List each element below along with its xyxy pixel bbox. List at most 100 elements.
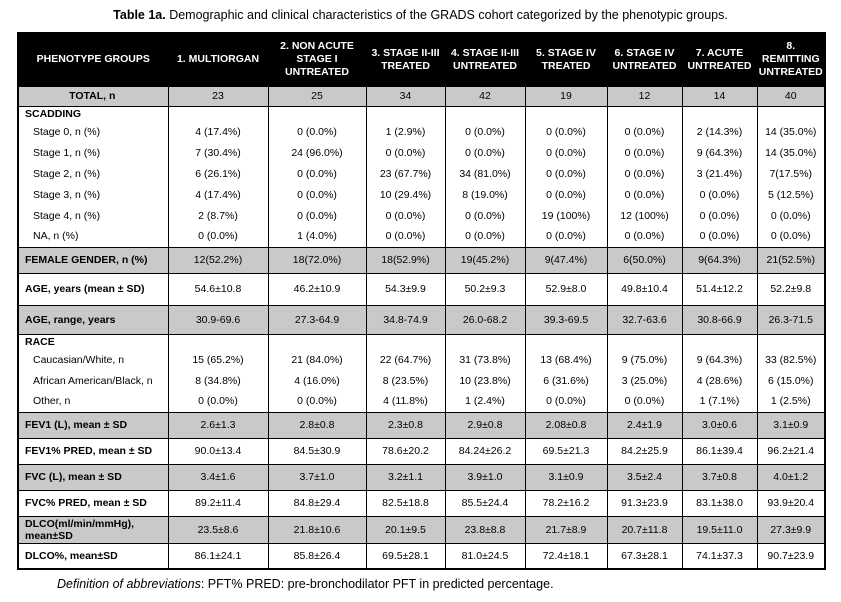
table-cell: 9(64.3%) [681, 246, 758, 274]
table-cell: 26.3-71.5 [756, 304, 826, 335]
table-cell: 69.5±28.1 [365, 542, 446, 570]
table-cell: 0 (0.0%) [267, 121, 367, 142]
table-cell: 6 (26.1%) [167, 163, 269, 184]
table-row: Stage 4, n (%) 2 (8.7%) 0 (0.0%) 0 (0.0%) 0 … [17, 205, 826, 226]
table-cell: 7 (30.4%) [167, 142, 269, 163]
header-group-7: 7. ACUTE UNTREATED [681, 32, 758, 87]
table-cell: 84.2±25.9 [606, 437, 683, 465]
table-row: TOTAL, n 23 25 34 42 19 12 14 40 [17, 85, 826, 107]
table-row: FEV1 (L), mean ± SD 2.6±1.3 2.8±0.8 2.3±0.8… [17, 411, 826, 439]
header-group-8: 8. REMITTING UNTREATED [756, 32, 826, 87]
table-cell: 91.3±23.9 [606, 489, 683, 517]
table-cell: 3 (21.4%) [681, 163, 758, 184]
row-label: NA, n (%) [17, 226, 169, 247]
table-cell: 21 (84.0%) [267, 349, 367, 370]
header-group-4: 4. STAGE II-III UNTREATED [444, 32, 526, 87]
table-cell: 19 (100%) [524, 205, 608, 226]
table-cell: 14 (35.0%) [756, 142, 826, 163]
table-cell: 27.3±9.9 [756, 515, 826, 544]
table-cell: 27.3-64.9 [267, 304, 367, 335]
row-label: Stage 3, n (%) [17, 184, 169, 205]
table-cell [444, 333, 526, 349]
table-cell: 0 (0.0%) [524, 391, 608, 412]
header-group-3: 3. STAGE II-III TREATED [365, 32, 446, 87]
table-cell: 82.5±18.8 [365, 489, 446, 517]
table-cell: 30.9-69.6 [167, 304, 269, 335]
table-cell: 2 (8.7%) [167, 205, 269, 226]
table-cell: 81.0±24.5 [444, 542, 526, 570]
table-cell: 50.2±9.3 [444, 272, 526, 306]
table-cell: 1 (4.0%) [267, 226, 367, 247]
table-cell [167, 105, 269, 121]
table-caption-number: Table 1a. [113, 8, 166, 22]
table-cell: 54.3±9.9 [365, 272, 446, 306]
table-cell: 4 (16.0%) [267, 370, 367, 391]
row-label: FEMALE GENDER, n (%) [17, 246, 169, 274]
table-cell: 67.3±28.1 [606, 542, 683, 570]
table-cell: 34 [365, 85, 446, 107]
table-cell: 34 (81.0%) [444, 163, 526, 184]
table-cell: 15 (65.2%) [167, 349, 269, 370]
table-cell: 0 (0.0%) [444, 121, 526, 142]
table-cell [524, 333, 608, 349]
table-row: Stage 1, n (%) 7 (30.4%) 24 (96.0%) 0 (0.0%… [17, 142, 826, 163]
table-row: RACE [17, 333, 826, 349]
table-cell: 2 (14.3%) [681, 121, 758, 142]
header-group-6: 6. STAGE IV UNTREATED [606, 32, 683, 87]
table-cell: 3.5±2.4 [606, 463, 683, 491]
row-label: FEV1% PRED, mean ± SD [17, 437, 169, 465]
table-cell: 9 (64.3%) [681, 142, 758, 163]
table-cell: 20.1±9.5 [365, 515, 446, 544]
table-cell: 18(52.9%) [365, 246, 446, 274]
table-cell: 19.5±11.0 [681, 515, 758, 544]
table-cell: 2.9±0.8 [444, 411, 526, 439]
table-cell: 42 [444, 85, 526, 107]
table-cell: 34.8-74.9 [365, 304, 446, 335]
table-cell: 12 (100%) [606, 205, 683, 226]
table-cell [606, 333, 683, 349]
table-cell: 85.8±26.4 [267, 542, 367, 570]
table-cell: 0 (0.0%) [365, 226, 446, 247]
table-cell: 0 (0.0%) [606, 121, 683, 142]
table-cell: 78.6±20.2 [365, 437, 446, 465]
table-cell: 8 (23.5%) [365, 370, 446, 391]
header-group-2: 2. NON ACUTE STAGE I UNTREATED [267, 32, 367, 87]
table-cell: 4 (28.6%) [681, 370, 758, 391]
table-cell: 0 (0.0%) [365, 142, 446, 163]
table-cell [365, 105, 446, 121]
table-cell: 21.8±10.6 [267, 515, 367, 544]
table-cell: 0 (0.0%) [606, 184, 683, 205]
row-label: AGE, range, years [17, 304, 169, 335]
table-row: Caucasian/White, n 15 (65.2%) 21 (84.0%) 22… [17, 349, 826, 370]
table-cell: 69.5±21.3 [524, 437, 608, 465]
table-cell: 4 (11.8%) [365, 391, 446, 412]
table-cell [756, 333, 826, 349]
table-cell: 0 (0.0%) [524, 226, 608, 247]
table-header-row: PHENOTYPE GROUPS 1. MULTIORGAN 2. NON ACUT… [17, 32, 826, 87]
table-cell [267, 333, 367, 349]
table-caption: Table 1a. Demographic and clinical chara… [0, 8, 841, 22]
table-cell: 90.7±23.9 [756, 542, 826, 570]
table-row: NA, n (%) 0 (0.0%) 1 (4.0%) 0 (0.0%) 0 (0.0%… [17, 226, 826, 247]
row-label: DLCO%, mean±SD [17, 542, 169, 570]
table-cell: 40 [756, 85, 826, 107]
table-cell: 33 (82.5%) [756, 349, 826, 370]
table-cell: 0 (0.0%) [606, 391, 683, 412]
table-cell: 9(47.4%) [524, 246, 608, 274]
table-cell: 2.08±0.8 [524, 411, 608, 439]
table-cell: 86.1±39.4 [681, 437, 758, 465]
table-cell: 84.24±26.2 [444, 437, 526, 465]
table-cell: 1 (7.1%) [681, 391, 758, 412]
row-label: TOTAL, n [17, 85, 169, 107]
table-cell: 19(45.2%) [444, 246, 526, 274]
table-cell: 14 (35.0%) [756, 121, 826, 142]
table-cell: 2.8±0.8 [267, 411, 367, 439]
table-cell: 0 (0.0%) [167, 226, 269, 247]
row-label: RACE [17, 333, 169, 349]
table-cell: 83.1±38.0 [681, 489, 758, 517]
table-cell: 2.4±1.9 [606, 411, 683, 439]
table-body: TOTAL, n 23 25 34 42 19 12 14 40 SCADDING Stage 0,… [17, 85, 826, 570]
table-cell: 12 [606, 85, 683, 107]
